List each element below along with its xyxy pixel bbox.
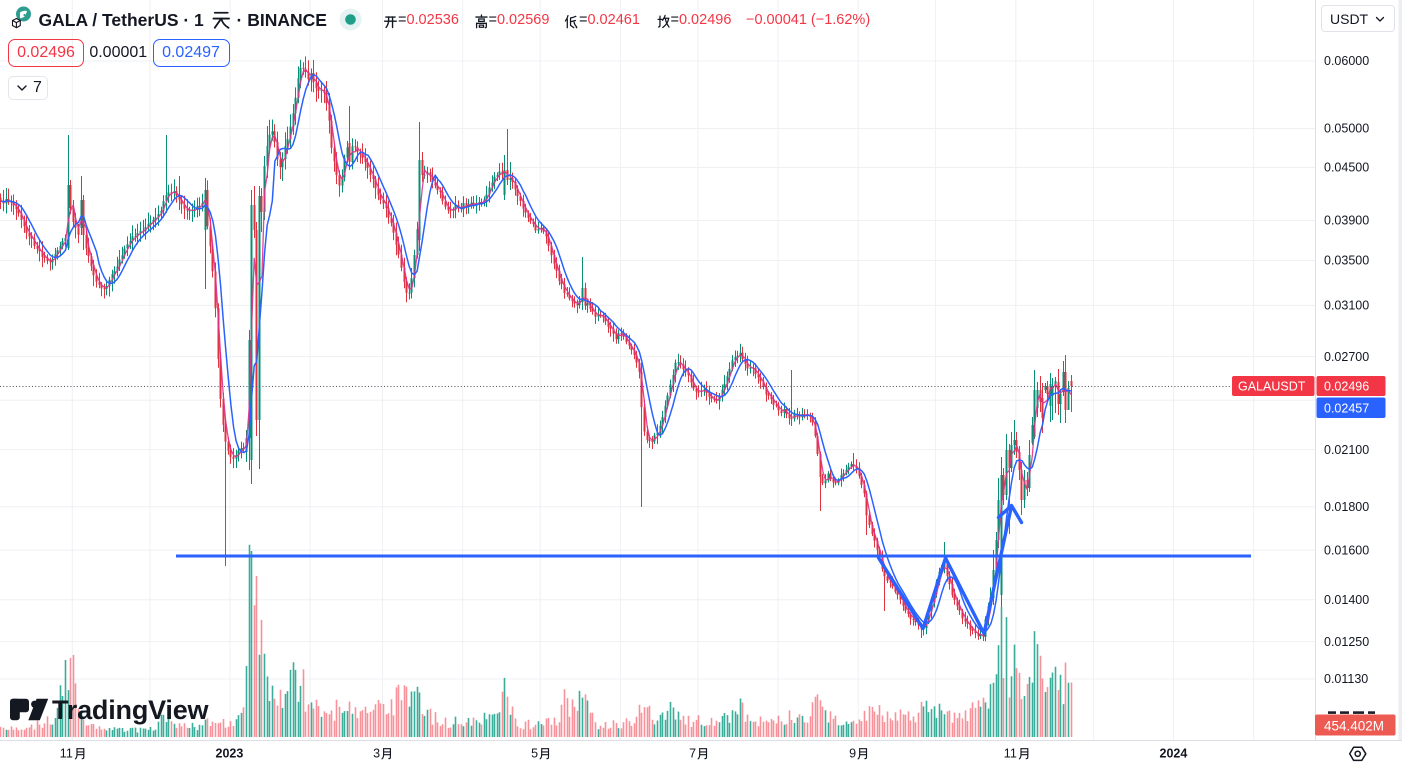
svg-text:0.02700: 0.02700 — [1324, 350, 1369, 364]
svg-text:0.04500: 0.04500 — [1324, 161, 1369, 175]
svg-text:0.01130: 0.01130 — [1324, 672, 1368, 686]
svg-text:0.03100: 0.03100 — [1324, 299, 1369, 313]
svg-text:0.02457: 0.02457 — [1324, 402, 1369, 416]
svg-text:2023: 2023 — [216, 747, 244, 761]
svg-text:0.03500: 0.03500 — [1324, 254, 1369, 268]
svg-text:454.402M: 454.402M — [1324, 719, 1384, 734]
svg-text:7: 7 — [689, 747, 696, 761]
svg-text:5: 5 — [531, 747, 538, 761]
svg-text:0.06000: 0.06000 — [1324, 54, 1369, 68]
svg-text:0.03900: 0.03900 — [1324, 214, 1369, 228]
svg-text:11: 11 — [60, 747, 73, 761]
svg-text:9: 9 — [849, 747, 856, 761]
svg-text:TradingView: TradingView — [52, 695, 210, 725]
svg-text:0.05000: 0.05000 — [1324, 122, 1369, 136]
svg-text:0.02496: 0.02496 — [1324, 380, 1369, 394]
svg-text:0.02100: 0.02100 — [1324, 443, 1369, 457]
svg-text:0.01800: 0.01800 — [1324, 500, 1369, 514]
svg-text:0.01400: 0.01400 — [1324, 593, 1369, 607]
svg-text:GALAUSDT: GALAUSDT — [1238, 380, 1306, 394]
svg-text:11: 11 — [1004, 747, 1017, 761]
svg-text:2024: 2024 — [1160, 747, 1188, 761]
svg-text:0.01250: 0.01250 — [1324, 635, 1369, 649]
svg-text:3: 3 — [373, 747, 380, 761]
svg-text:0.01600: 0.01600 — [1324, 543, 1369, 557]
